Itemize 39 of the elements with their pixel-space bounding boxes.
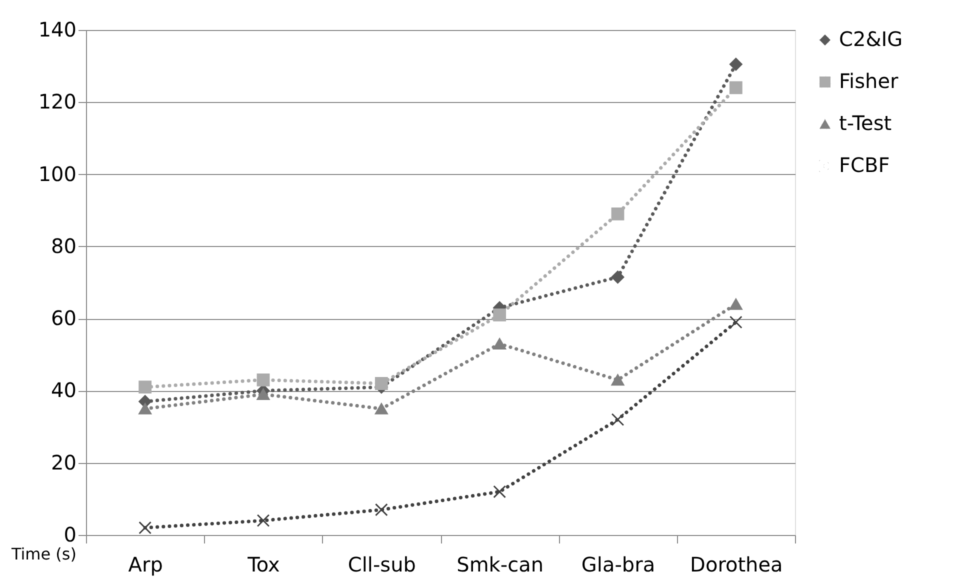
point [374,403,388,414]
point [493,485,506,498]
y-tick-label: 40 [51,378,76,402]
y-tick-label: 0 [64,522,76,546]
y-axis-title: Time (s) [10,544,76,564]
point [493,338,506,350]
y-tick-label: 60 [51,306,76,330]
point [138,403,152,414]
point [256,514,270,528]
point [729,58,742,71]
legend-label: FCBF [839,153,890,177]
x-tick-label: Gla-bra [581,552,656,576]
point [729,81,742,94]
legend-label: Fisher [839,69,900,93]
x-tick-label: Tox [246,552,280,576]
point [256,388,270,400]
x-tick-label: Smk-can [456,552,544,576]
point [138,521,152,534]
point [729,316,742,329]
y-tick-label: 100 [38,162,76,186]
legend-label: t-Test [839,111,892,135]
y-tick-label: 120 [38,90,76,114]
x-tick-label: Arp [128,552,163,576]
y-tick-label: 20 [51,450,76,474]
point [611,374,624,386]
point [493,308,506,322]
x-tick-label: Cll-sub [348,552,416,576]
y-tick-label: 80 [51,234,76,258]
point [138,380,152,394]
point [374,377,388,390]
point [256,373,270,386]
x-tick-label: Dorothea [690,552,783,576]
legend-label: C2&IG [839,27,903,51]
point [729,298,742,310]
y-tick-label: 140 [38,18,76,42]
point [611,270,624,284]
point [611,413,624,426]
point [611,208,624,220]
point [374,503,388,516]
